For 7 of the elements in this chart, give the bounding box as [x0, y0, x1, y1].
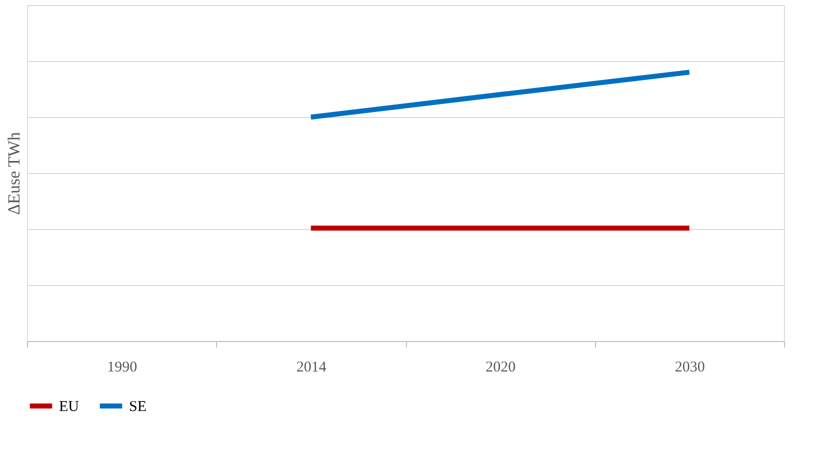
legend-label: SE [129, 399, 147, 415]
legend-label: EU [59, 399, 80, 415]
x-tick-label: 2030 [674, 360, 705, 376]
x-tick-label: 2014 [296, 360, 327, 376]
y-axis-title: ΔEuse TWh [4, 132, 24, 215]
x-tick-label: 1990 [107, 360, 138, 376]
x-tick-label: 2020 [486, 360, 516, 376]
